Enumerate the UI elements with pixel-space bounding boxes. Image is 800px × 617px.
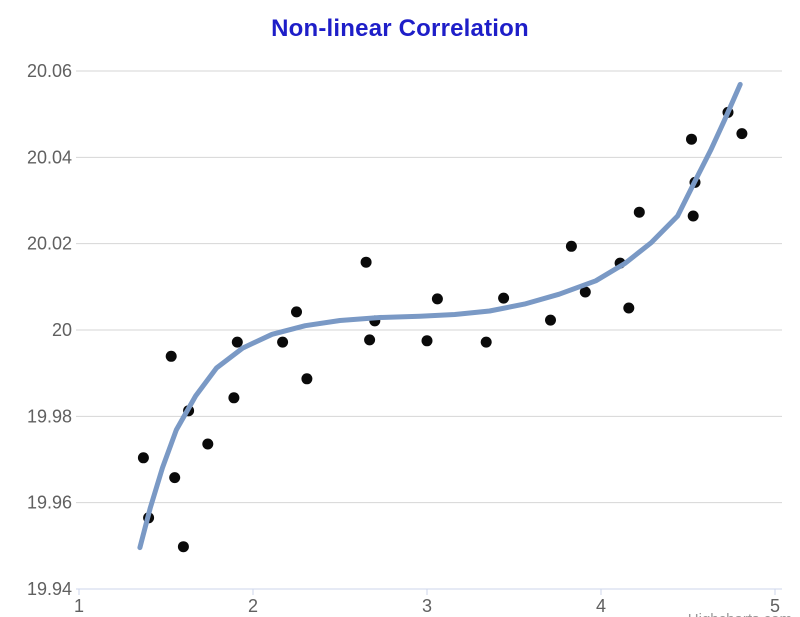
chart-title: Non-linear Correlation: [271, 15, 529, 42]
y-tick-label: 20.04: [27, 147, 72, 167]
data-point[interactable]: [565, 240, 577, 252]
x-tick-label: 2: [248, 596, 258, 616]
data-point[interactable]: [165, 350, 177, 362]
data-point[interactable]: [202, 438, 214, 450]
data-point[interactable]: [291, 306, 302, 318]
y-tick-label: 20.02: [27, 234, 72, 254]
data-point[interactable]: [498, 292, 510, 304]
y-tick-label: 19.96: [27, 493, 72, 513]
data-point[interactable]: [623, 302, 635, 314]
data-point[interactable]: [177, 541, 189, 553]
data-point[interactable]: [137, 452, 149, 464]
data-point[interactable]: [301, 373, 313, 385]
data-point[interactable]: [169, 472, 181, 484]
data-point[interactable]: [360, 256, 372, 268]
data-point[interactable]: [231, 336, 243, 348]
data-point[interactable]: [228, 392, 240, 404]
data-point[interactable]: [633, 206, 645, 218]
data-point[interactable]: [480, 336, 492, 348]
data-point[interactable]: [545, 314, 556, 326]
data-point[interactable]: [579, 286, 591, 298]
credits-link[interactable]: Highcharts.com: [688, 611, 792, 617]
trend-line: [137, 81, 743, 551]
data-point[interactable]: [421, 335, 433, 347]
x-tick-label: 1: [74, 596, 84, 616]
y-tick-label: 19.98: [27, 406, 72, 426]
y-tick-label: 20.06: [27, 61, 72, 81]
x-tick-label: 4: [596, 596, 606, 616]
data-point[interactable]: [364, 334, 376, 346]
data-point[interactable]: [686, 133, 697, 145]
data-point[interactable]: [687, 210, 699, 222]
x-tick-label: 3: [422, 596, 432, 616]
y-tick-label: 20: [52, 320, 72, 340]
y-tick-label: 19.94: [27, 579, 72, 599]
data-point[interactable]: [736, 128, 748, 140]
data-point[interactable]: [277, 336, 289, 348]
x-tick-label: 5: [770, 596, 780, 616]
data-point[interactable]: [431, 293, 443, 305]
